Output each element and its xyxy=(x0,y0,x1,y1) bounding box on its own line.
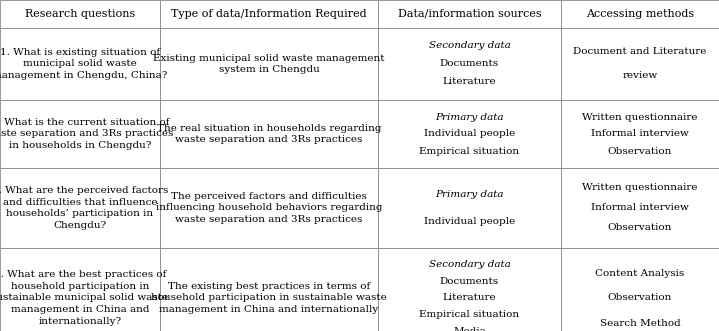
Text: Informal interview: Informal interview xyxy=(591,129,689,138)
Text: 3. What are the perceived factors
and difficulties that influence
households’ pa: 3. What are the perceived factors and di… xyxy=(0,186,168,230)
Text: Empirical situation: Empirical situation xyxy=(419,147,520,156)
Text: The perceived factors and difficulties
influencing household behaviors regarding: The perceived factors and difficulties i… xyxy=(156,192,383,224)
Bar xyxy=(561,28,719,100)
Text: Media: Media xyxy=(453,327,486,331)
Text: Individual people: Individual people xyxy=(424,217,515,226)
Text: Individual people: Individual people xyxy=(424,129,515,138)
Text: Observation: Observation xyxy=(608,294,672,303)
Bar xyxy=(561,168,719,248)
Text: Document and Literature: Document and Literature xyxy=(573,48,707,57)
Text: 4. What are the best practices of
household participation in
sustainable municip: 4. What are the best practices of househ… xyxy=(0,270,168,326)
Text: Documents: Documents xyxy=(440,277,499,286)
Bar xyxy=(160,248,378,331)
Text: Secondary data: Secondary data xyxy=(429,41,510,51)
Text: The real situation in households regarding
waste separation and 3Rs practices: The real situation in households regardi… xyxy=(157,123,381,144)
Text: 2. What is the current situation of
waste separation and 3Rs practices
in househ: 2. What is the current situation of wast… xyxy=(0,118,174,150)
Text: Literature: Literature xyxy=(443,294,496,303)
Bar xyxy=(561,248,719,331)
Bar xyxy=(160,28,378,100)
Text: The existing best practices in terms of
household participation in sustainable w: The existing best practices in terms of … xyxy=(151,282,387,314)
Text: Content Analysis: Content Analysis xyxy=(595,268,684,277)
Bar xyxy=(378,248,561,331)
Text: Primary data: Primary data xyxy=(435,113,504,121)
Text: Research questions: Research questions xyxy=(25,9,135,19)
Bar xyxy=(561,100,719,168)
Text: 1. What is existing situation of
municipal solid waste
management in Chengdu, Ch: 1. What is existing situation of municip… xyxy=(0,48,168,80)
Text: Informal interview: Informal interview xyxy=(591,204,689,213)
Text: review: review xyxy=(623,71,658,80)
Bar xyxy=(160,168,378,248)
Bar xyxy=(378,28,561,100)
Bar xyxy=(0,100,160,168)
Text: Secondary data: Secondary data xyxy=(429,260,510,269)
Text: Accessing methods: Accessing methods xyxy=(586,9,694,19)
Bar xyxy=(160,100,378,168)
Bar xyxy=(0,168,160,248)
Text: Existing municipal solid waste management
system in Chengdu: Existing municipal solid waste managemen… xyxy=(153,54,385,74)
Bar xyxy=(0,248,160,331)
Text: Literature: Literature xyxy=(443,77,496,86)
Bar xyxy=(160,0,378,28)
Text: Written questionnaire: Written questionnaire xyxy=(582,183,697,193)
Text: Type of data/Information Required: Type of data/Information Required xyxy=(171,9,367,19)
Bar xyxy=(378,0,561,28)
Bar xyxy=(378,100,561,168)
Bar xyxy=(0,28,160,100)
Bar xyxy=(0,0,160,28)
Text: Primary data: Primary data xyxy=(435,190,504,199)
Bar xyxy=(561,0,719,28)
Text: Empirical situation: Empirical situation xyxy=(419,310,520,319)
Text: Observation: Observation xyxy=(608,223,672,232)
Text: Data/information sources: Data/information sources xyxy=(398,9,541,19)
Text: Documents: Documents xyxy=(440,60,499,69)
Bar xyxy=(378,168,561,248)
Text: Written questionnaire: Written questionnaire xyxy=(582,113,697,121)
Text: Observation: Observation xyxy=(608,147,672,156)
Text: Search Method: Search Method xyxy=(600,318,680,327)
